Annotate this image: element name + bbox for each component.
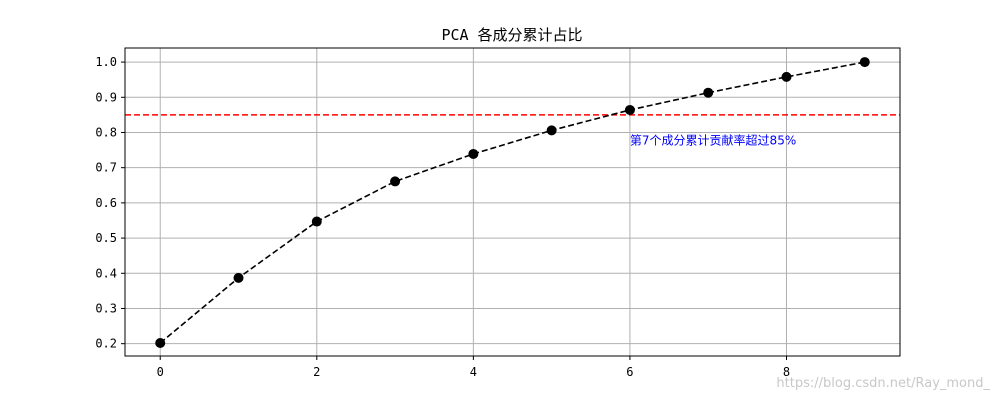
- y-tick-label: 0.8: [95, 125, 117, 139]
- ticks-layer: 0 2 4 6 8 0.2 0.3 0.4 0.5 0.6 0.7 0.8 0.9 1.0: [95, 55, 790, 379]
- y-tick-label: 0.5: [95, 231, 117, 245]
- y-tick-label: 0.6: [95, 196, 117, 210]
- x-tick-label: 0: [157, 365, 164, 379]
- series-layer: [155, 57, 870, 348]
- plot-frame: [124, 47, 901, 357]
- y-tick-label: 0.2: [95, 337, 117, 351]
- y-tick-label: 0.9: [95, 90, 117, 104]
- y-tick-label: 0.3: [95, 301, 117, 315]
- data-point: [781, 71, 792, 82]
- data-point: [624, 104, 635, 115]
- data-point: [311, 216, 322, 227]
- data-point: [546, 125, 557, 136]
- data-point: [703, 87, 714, 98]
- x-tick-label: 6: [626, 365, 633, 379]
- axes-layer: [124, 47, 901, 357]
- x-tick-label: 8: [783, 365, 790, 379]
- grid-layer: [125, 48, 900, 356]
- data-point: [233, 272, 244, 283]
- watermark-text: https://blog.csdn.net/Ray_mond_: [776, 376, 990, 391]
- annotation-layer: 第7个成分累计贡献率超过85%: [630, 133, 796, 148]
- x-tick-label: 2: [313, 365, 320, 379]
- x-tick-label: 4: [470, 365, 477, 379]
- annotation-text: 第7个成分累计贡献率超过85%: [630, 133, 796, 148]
- series-line: [159, 61, 865, 344]
- data-point: [468, 148, 479, 159]
- y-tick-label: 1.0: [95, 55, 117, 69]
- data-point: [859, 57, 870, 68]
- y-tick-label: 0.4: [95, 266, 117, 280]
- chart-title: PCA 各成分累计占比: [441, 26, 582, 44]
- y-tick-label: 0.7: [95, 161, 117, 175]
- data-point: [155, 337, 166, 348]
- data-point: [390, 176, 401, 187]
